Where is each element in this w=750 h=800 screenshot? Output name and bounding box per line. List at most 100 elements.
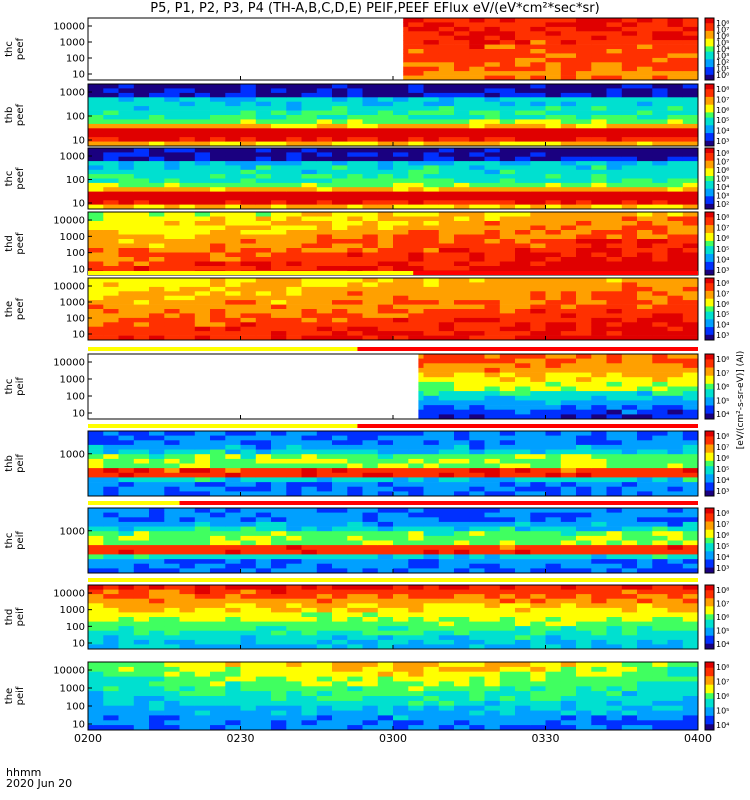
spectrogram-cell (271, 594, 287, 600)
colorbar-cell (705, 272, 714, 276)
spectrogram-cell (621, 115, 638, 120)
spectrogram-cell (560, 644, 577, 650)
spectrogram-cell (469, 101, 485, 107)
spectrogram-cell (637, 559, 653, 565)
colorbar-cell (705, 217, 714, 221)
spectrogram-cell (418, 367, 424, 373)
spectrogram-cell (576, 531, 592, 537)
spectrogram-cell (560, 589, 577, 595)
spectrogram-cell (682, 585, 699, 590)
spectrogram-cell (164, 326, 180, 332)
spectrogram-cell (576, 526, 592, 532)
spectrogram-cell (469, 204, 485, 210)
spectrogram-cell (667, 468, 684, 474)
spectrogram-cell (347, 335, 363, 341)
spectrogram-cell (377, 531, 394, 537)
spectrogram-cell (347, 630, 363, 636)
spectrogram-cell (545, 372, 562, 378)
spectrogram-cell (545, 57, 562, 63)
spectrogram-cell (118, 128, 135, 134)
spectrogram-cell (164, 621, 180, 627)
spectrogram-cell (484, 26, 501, 32)
colorbar-cell (705, 493, 714, 497)
spectrogram-cell (164, 225, 180, 231)
spectrogram-cell (240, 165, 257, 171)
spectrogram-cell (332, 152, 348, 158)
spectrogram-cell (515, 141, 531, 147)
spectrogram-cell (576, 92, 592, 98)
spectrogram-cell (377, 639, 394, 645)
spectrogram-cell (377, 435, 394, 441)
spectrogram-cell (194, 204, 211, 210)
spectrogram-cell (133, 691, 150, 697)
spectrogram-cell (240, 187, 257, 192)
spectrogram-cell (118, 178, 135, 184)
spectrogram-cell (133, 681, 150, 687)
spectrogram-cell (469, 482, 485, 488)
spectrogram-cell (164, 686, 180, 692)
spectrogram-cell (210, 335, 226, 341)
spectrogram-cell (255, 300, 272, 305)
spectrogram-cell (164, 101, 180, 107)
spectrogram-cell (484, 549, 501, 555)
spectrogram-cell (560, 106, 577, 111)
spectrogram-cell (194, 463, 211, 469)
spectrogram-cell (286, 531, 302, 537)
spectrogram-cell (133, 477, 150, 483)
spectrogram-cell (255, 195, 272, 201)
spectrogram-cell (149, 248, 165, 253)
spectrogram-cell (606, 549, 623, 555)
spectrogram-cell (271, 512, 287, 518)
spectrogram-cell (133, 594, 150, 600)
colorbar-cell (705, 638, 714, 642)
spectrogram-cell (515, 282, 531, 288)
spectrogram-cell (133, 508, 150, 513)
spectrogram-cell (377, 187, 394, 192)
spectrogram-cell (403, 53, 409, 59)
spectrogram-cell (637, 535, 653, 541)
spectrogram-cell (499, 444, 516, 450)
spectrogram-cell (423, 612, 440, 618)
spectrogram-cell (576, 71, 592, 76)
spectrogram-cell (423, 62, 440, 68)
spectrogram-cell (301, 123, 318, 129)
spectrogram-cell (149, 115, 165, 120)
spectrogram-cell (149, 540, 165, 546)
spectrogram-cell (484, 291, 501, 297)
colorbar-cell (705, 598, 714, 602)
spectrogram-cell (179, 554, 196, 560)
spectrogram-cell (499, 395, 516, 401)
spectrogram-cell (454, 309, 470, 314)
spectrogram-cell (530, 517, 546, 523)
spectrogram-cell (560, 472, 577, 478)
spectrogram-cell (286, 454, 302, 460)
spectrogram-cell (377, 454, 394, 460)
spectrogram-cell (499, 137, 516, 142)
spectrogram-cell (225, 115, 241, 120)
colorbar-cell (705, 444, 714, 448)
spectrogram-cell (149, 234, 165, 240)
spectrogram-cell (576, 248, 592, 253)
spectrogram-cell (576, 508, 592, 513)
spectrogram-cell (591, 62, 607, 68)
spectrogram-cell (682, 630, 699, 636)
spectrogram-cell (652, 75, 668, 81)
colorbar-cell (705, 303, 714, 307)
spectrogram-cell (255, 322, 272, 328)
spectrogram-cell (621, 377, 638, 383)
spectrogram-cell (377, 161, 394, 166)
colorbar-tick-label: 10⁵ (716, 245, 729, 254)
spectrogram-cell (515, 535, 531, 541)
spectrogram-cell (194, 458, 211, 464)
spectrogram-cell (316, 84, 333, 89)
spectrogram-cell (515, 230, 531, 235)
spectrogram-cell (88, 517, 104, 523)
spectrogram-cell (621, 92, 638, 98)
spectrogram-cell (454, 119, 470, 125)
spectrogram-cell (499, 300, 516, 305)
spectrogram-cell (118, 435, 135, 441)
spectrogram-cell (164, 512, 180, 518)
spectrogram-cell (454, 486, 470, 492)
spectrogram-cell (408, 35, 424, 41)
